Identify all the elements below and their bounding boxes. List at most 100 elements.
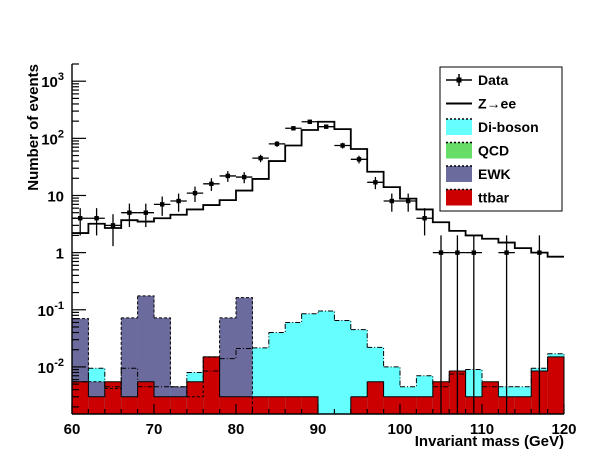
legend-item: EWK	[446, 165, 511, 182]
data-point	[465, 235, 482, 414]
legend-item: Data	[446, 72, 509, 88]
data-marker	[324, 124, 329, 129]
ttbar-bar	[154, 396, 171, 414]
legend-label: EWK	[478, 166, 511, 182]
data-marker	[127, 210, 132, 215]
zee-histogram	[72, 120, 564, 258]
ttbar-bar	[137, 381, 155, 414]
data-point	[531, 235, 548, 414]
y-tick-label: 10-2	[38, 357, 64, 377]
data-point	[88, 208, 105, 236]
legend-swatch	[446, 142, 472, 159]
legend-label: ttbar	[478, 190, 510, 206]
legend-item: Di-boson	[446, 118, 539, 135]
data-point	[432, 235, 450, 414]
diboson-bar	[285, 322, 302, 414]
data-marker	[274, 141, 280, 147]
data-marker	[537, 250, 542, 255]
diboson-bar	[301, 313, 319, 414]
x-tick-label: 110	[470, 421, 494, 438]
ttbar-bar	[514, 396, 532, 414]
data-point	[367, 176, 384, 190]
data-point	[137, 203, 154, 228]
data-marker	[209, 181, 214, 187]
ewk-bar	[236, 297, 253, 414]
data-marker	[504, 250, 509, 255]
y-axis-label: Number of events	[25, 64, 42, 191]
ttbar-bar	[104, 381, 122, 414]
data-point	[170, 193, 187, 212]
legend-label: Z→ee	[478, 96, 516, 112]
x-axis-label: Invariant mass (GeV)	[415, 433, 564, 450]
data-marker	[373, 180, 378, 185]
data-point	[449, 235, 466, 414]
legend-label: Data	[478, 72, 509, 88]
ttbar-bar	[400, 396, 417, 414]
data-point	[121, 203, 138, 228]
diboson-bar	[334, 320, 352, 414]
ttbar-bar	[547, 356, 565, 414]
ttbar-bar	[121, 396, 138, 414]
ewk-bar	[121, 317, 138, 414]
data-marker	[110, 223, 116, 228]
data-marker	[389, 198, 394, 204]
data-point	[186, 186, 204, 202]
x-tick-label: 90	[310, 421, 327, 438]
ttbar-bar	[268, 396, 286, 414]
zee-line	[72, 120, 564, 258]
ttbar-bar	[88, 396, 106, 414]
x-tick-label: 70	[146, 421, 163, 438]
data-marker	[192, 190, 198, 196]
data-marker	[78, 216, 83, 221]
ttbar-bar	[301, 396, 319, 414]
y-tick-label: 102	[41, 128, 64, 148]
ewk-bar	[219, 317, 237, 414]
ttbar-bar	[482, 381, 499, 414]
legend-swatch	[446, 119, 472, 135]
data-marker	[291, 126, 296, 131]
legend-box	[439, 66, 563, 212]
data-point	[268, 141, 286, 147]
legend-label: Di-boson	[478, 119, 539, 135]
ttbar-bar	[72, 381, 89, 414]
data-point	[383, 193, 400, 212]
y-axis-ticks: 10-2 10-1 1 10 102 103	[38, 63, 86, 408]
data-marker	[307, 119, 312, 124]
ttbar-bar	[219, 396, 237, 414]
data-point	[400, 193, 417, 212]
data-point	[154, 196, 171, 216]
data-point	[301, 119, 318, 124]
data-marker	[438, 250, 444, 255]
ttbar-bar	[416, 396, 434, 414]
x-axis-ticks: 60 70 80 90 100 110 120	[64, 404, 577, 438]
data-point	[252, 154, 269, 163]
y-tick-label: 1	[56, 246, 64, 263]
data-marker	[406, 198, 411, 204]
data-marker	[340, 143, 345, 148]
ttbar-bar	[252, 396, 270, 414]
data-marker	[176, 198, 181, 204]
ttbar-bar	[236, 396, 253, 414]
data-point	[334, 142, 351, 149]
data-point	[203, 178, 220, 191]
ttbar-bar	[350, 396, 368, 414]
legend-swatch	[446, 166, 472, 182]
data-marker	[225, 173, 230, 179]
legend-item: ttbar	[446, 188, 510, 206]
legend-swatch	[446, 189, 472, 206]
data-point	[498, 235, 515, 414]
data-point	[104, 214, 122, 247]
y-tick-label: 10	[47, 188, 64, 205]
data-marker	[94, 216, 99, 221]
legend-item: QCD	[446, 141, 509, 159]
diboson-bar	[350, 329, 368, 414]
data-point	[318, 124, 335, 129]
data-marker	[471, 250, 476, 255]
x-tick-label: 100	[387, 421, 412, 438]
data-marker	[258, 155, 263, 161]
legend-data-marker	[456, 77, 462, 83]
x-tick-label: 120	[551, 421, 576, 438]
data-marker	[422, 216, 427, 221]
data-marker	[455, 250, 460, 255]
data-points	[72, 119, 548, 414]
